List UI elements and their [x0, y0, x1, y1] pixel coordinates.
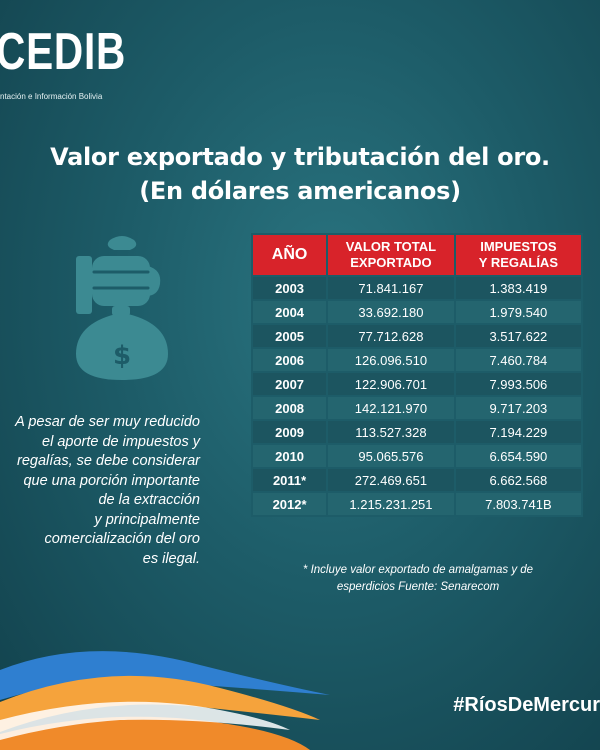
- cell-year: 2011*: [250, 467, 329, 493]
- side-line: y principalmente: [94, 511, 200, 528]
- table-row: 2011* 272.469.651 6.662.568: [250, 467, 584, 493]
- side-line: es ilegal.: [142, 550, 200, 567]
- table-row: 2003 71.841.167 1.383.419: [250, 275, 584, 301]
- header-tax: IMPUESTOS Y REGALÍAS: [453, 233, 584, 277]
- header-tax-line1: IMPUESTOS: [480, 239, 557, 254]
- table-header-row: AÑO VALOR TOTAL EXPORTADO IMPUESTOS Y RE…: [250, 233, 584, 277]
- header-value: VALOR TOTAL EXPORTADO: [326, 233, 456, 277]
- river-waves-graphic: [0, 651, 330, 750]
- cell-tax: 1.979.540: [453, 299, 584, 325]
- side-line: regalías, se debe considerar: [17, 453, 200, 469]
- table-row: 2012* 1.215.231.251 7.803.741B: [250, 491, 584, 517]
- logo-wordmark: CEDIB: [0, 23, 127, 81]
- hashtag: #RíosDeMercur: [453, 694, 600, 716]
- cell-year: 2004: [250, 299, 329, 325]
- cell-tax: 7.194.229: [453, 419, 584, 445]
- table-footnote: * Incluye valor exportado de amalgamas y…: [252, 562, 584, 596]
- cell-value: 95.065.576: [326, 443, 456, 469]
- table-row: 2007 122.906.701 7.993.506: [250, 371, 584, 397]
- cell-year: 2007: [250, 371, 329, 397]
- cell-year: 2009: [250, 419, 329, 445]
- side-line: comercialización del oro: [44, 531, 200, 547]
- cell-tax: 1.383.419: [453, 275, 584, 301]
- cell-tax: 7.803.741B: [453, 491, 584, 517]
- cell-year: 2010: [250, 443, 329, 469]
- header-year: AÑO: [250, 233, 329, 277]
- side-line: de la extracción: [98, 492, 200, 508]
- cell-value: 33.692.180: [326, 299, 456, 325]
- export-tax-table: AÑO VALOR TOTAL EXPORTADO IMPUESTOS Y RE…: [250, 233, 584, 517]
- header-value-line1: VALOR TOTAL: [345, 239, 437, 254]
- cell-year: 2006: [250, 347, 329, 373]
- table-row: 2004 33.692.180 1.979.540: [250, 299, 584, 325]
- cell-value: 71.841.167: [326, 275, 456, 301]
- table-row: 2010 95.065.576 6.654.590: [250, 443, 584, 469]
- cell-value: 77.712.628: [326, 323, 456, 349]
- cell-tax: 3.517.622: [453, 323, 584, 349]
- side-line: que una porción importante: [23, 472, 200, 489]
- table-row: 2008 142.121.970 9.717.203: [250, 395, 584, 421]
- cell-value: 1.215.231.251: [326, 491, 456, 517]
- cell-year: 2003: [250, 275, 329, 301]
- table-row: 2006 126.096.510 7.460.784: [250, 347, 584, 373]
- page-title: Valor exportado y tributación del oro.: [50, 143, 550, 171]
- cell-tax: 9.717.203: [453, 395, 584, 421]
- cell-tax: 7.460.784: [453, 347, 584, 373]
- side-paragraph: A pesar de ser muy reducido el aporte de…: [0, 413, 200, 569]
- header-value-line2: EXPORTADO: [350, 255, 432, 270]
- svg-text:$: $: [113, 341, 131, 371]
- cell-value: 272.469.651: [326, 467, 456, 493]
- cell-value: 113.527.328: [326, 419, 456, 445]
- hand-money-bag-icon: $: [76, 236, 168, 380]
- table-row: 2009 113.527.328 7.194.229: [250, 419, 584, 445]
- cell-year: 2012*: [250, 491, 329, 517]
- cell-value: 126.096.510: [326, 347, 456, 373]
- header-tax-line2: Y REGALÍAS: [478, 255, 558, 270]
- cell-tax: 7.993.506: [453, 371, 584, 397]
- cell-year: 2005: [250, 323, 329, 349]
- side-line: el aporte de impuestos y: [42, 433, 200, 450]
- side-line: A pesar de ser muy reducido: [15, 414, 200, 430]
- logo-subtitle: ntación e Información Bolivia: [0, 92, 103, 101]
- footnote-line2: esperdicios Fuente: Senarecom: [336, 581, 500, 593]
- cell-value: 142.121.970: [326, 395, 456, 421]
- cell-tax: 6.662.568: [453, 467, 584, 493]
- page-subtitle: (En dólares americanos): [139, 177, 461, 205]
- table-row: 2005 77.712.628 3.517.622: [250, 323, 584, 349]
- cell-tax: 6.654.590: [453, 443, 584, 469]
- cell-value: 122.906.701: [326, 371, 456, 397]
- footnote-line1: * Incluye valor exportado de amalgamas y…: [302, 564, 534, 576]
- cell-year: 2008: [250, 395, 329, 421]
